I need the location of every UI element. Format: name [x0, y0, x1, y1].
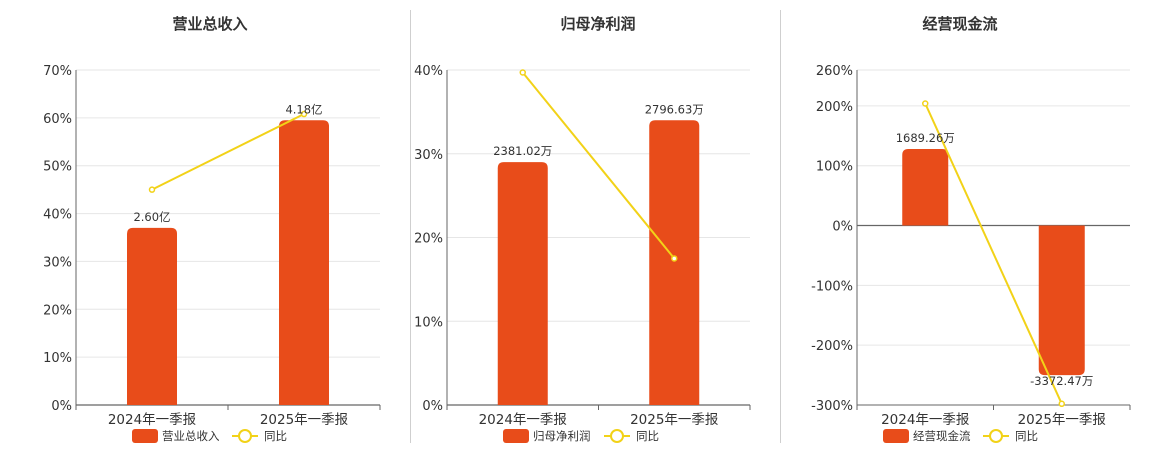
chart-net-profit: 归母净利润 0% 10% 20% 30% 40% 2024年一季报 2025年一季报 2381…	[414, 15, 751, 443]
plot-area: 0% 10% 20% 30% 40% 50% 60% 70% 2024年一季报 2025年一季报 2…	[43, 64, 381, 428]
yoy-point	[148, 186, 156, 193]
bar-data-label: -3372.47万	[1030, 374, 1093, 388]
y-tick-label: 0%	[51, 399, 72, 414]
legend[interactable]: 营业总收入 同比	[132, 429, 287, 443]
x-category-label: 2024年一季报	[881, 412, 969, 428]
bar-data-label: 2.60亿	[133, 210, 170, 224]
y-tick-label: 0%	[832, 220, 853, 235]
legend-line-marker	[238, 429, 252, 443]
legend[interactable]: 经营现金流 同比	[883, 429, 1038, 443]
bar	[1038, 225, 1085, 376]
y-tick-label: 10%	[43, 351, 72, 366]
legend-bar-swatch	[503, 429, 529, 443]
y-tick-label: -100%	[811, 279, 853, 294]
y-tick-label: 40%	[414, 64, 443, 79]
y-tick-label: 70%	[43, 64, 72, 79]
bar-data-label: 2381.02万	[493, 144, 552, 158]
chart-title: 归母净利润	[560, 15, 635, 33]
y-tick-label: 30%	[414, 148, 443, 163]
y-tick-label: 100%	[816, 160, 853, 175]
legend-bar-label: 归母净利润	[533, 429, 591, 443]
legend-bar-label: 经营现金流	[913, 429, 971, 443]
bar	[497, 162, 548, 405]
y-tick-label: -300%	[811, 399, 853, 414]
chart-panel-revenue: 营业总收入 0% 10% 20% 30% 40% 50% 60% 70% 2024年一季报 202…	[0, 0, 410, 450]
yoy-point	[1058, 400, 1065, 408]
plot-area: -300% -200% -100% 0% 100% 200% 260% 2024年一季报 202…	[811, 64, 1131, 428]
y-tick-label: 0%	[422, 399, 443, 414]
bar	[902, 148, 949, 226]
x-category-label: 2025年一季报	[630, 412, 718, 428]
y-tick-label: 200%	[816, 100, 853, 115]
legend-bar-label: 营业总收入	[162, 429, 220, 443]
y-tick-label: 60%	[43, 112, 72, 127]
chart-panel-net-profit: 归母净利润 0% 10% 20% 30% 40% 2024年一季报 2025年一季报 2381…	[410, 0, 780, 450]
chart-revenue: 营业总收入 0% 10% 20% 30% 40% 50% 60% 70% 2024年一季报 202…	[43, 15, 381, 443]
yoy-point	[300, 110, 308, 118]
legend-line-marker	[610, 429, 624, 443]
plot-area: 0% 10% 20% 30% 40% 2024年一季报 2025年一季报 2381.02万 27…	[414, 64, 751, 428]
chart-panel-operating-cash-flow: 经营现金流 -300% -200% -100% 0% 100% 200% 260% 2024年…	[780, 0, 1160, 450]
x-category-label: 2024年一季报	[108, 412, 196, 428]
legend-line-label: 同比	[264, 429, 287, 443]
bar-data-label: 2796.63万	[645, 102, 704, 116]
legend-line-marker	[989, 429, 1003, 443]
bar-data-label: 4.18亿	[285, 102, 322, 116]
y-tick-label: -200%	[811, 339, 853, 354]
legend-line-label: 同比	[1015, 429, 1038, 443]
yoy-line	[521, 71, 676, 260]
chart-title: 经营现金流	[922, 15, 997, 33]
legend-bar-swatch	[132, 429, 158, 443]
y-tick-label: 260%	[816, 64, 853, 79]
x-category-label: 2025年一季报	[260, 412, 348, 428]
legend[interactable]: 归母净利润 同比	[503, 429, 659, 443]
legend-line-label: 同比	[636, 429, 659, 443]
chart-operating-cash-flow: 经营现金流 -300% -200% -100% 0% 100% 200% 260% 2024年…	[811, 15, 1131, 443]
yoy-point	[922, 100, 929, 107]
yoy-line	[151, 113, 305, 191]
y-tick-label: 20%	[43, 303, 72, 318]
bar	[649, 120, 700, 405]
yoy-point	[671, 255, 678, 262]
x-category-label: 2025年一季报	[1018, 412, 1106, 428]
chart-title: 营业总收入	[172, 15, 247, 33]
y-tick-label: 50%	[43, 160, 72, 175]
bar	[127, 227, 177, 405]
y-tick-label: 20%	[414, 232, 443, 247]
panel-divider	[410, 10, 411, 443]
y-tick-label: 40%	[43, 208, 72, 223]
x-category-label: 2024年一季报	[479, 412, 567, 428]
bar	[279, 120, 329, 405]
y-tick-label: 30%	[43, 255, 72, 270]
bar-data-label: 1689.26万	[896, 131, 955, 145]
legend-bar-swatch	[883, 429, 909, 443]
yoy-line	[924, 103, 1063, 405]
yoy-point	[519, 69, 526, 76]
y-tick-label: 10%	[414, 315, 443, 330]
panel-divider	[780, 10, 781, 443]
